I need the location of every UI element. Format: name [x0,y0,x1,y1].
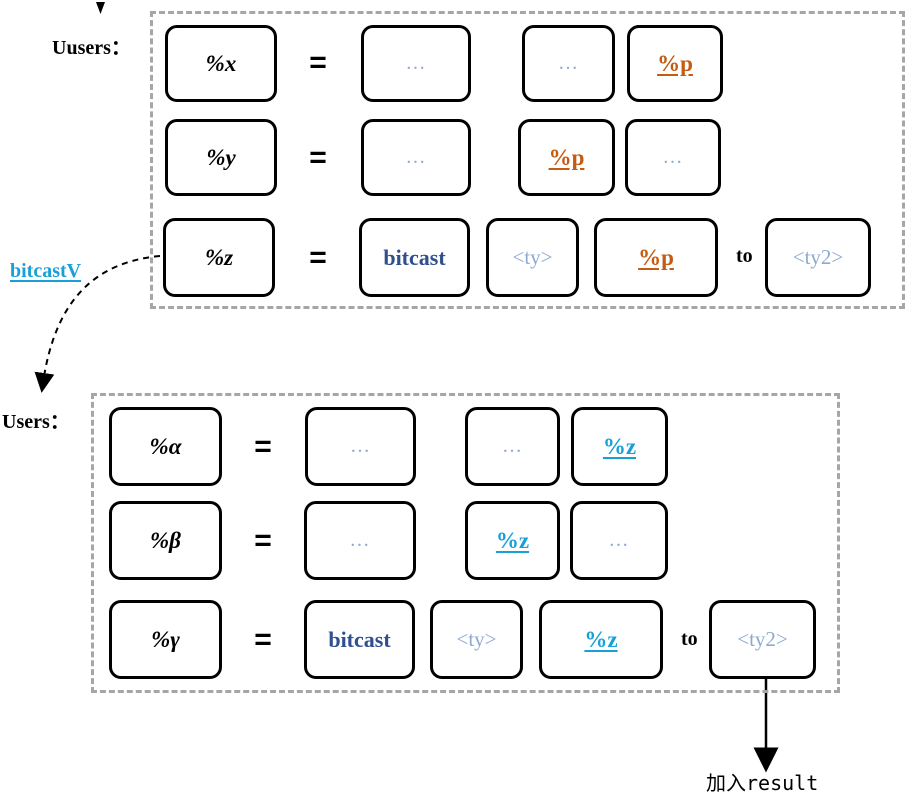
dest-type-top[interactable]: <ty2> [765,218,871,297]
ellipsis: … [608,529,630,551]
operand-x-1[interactable]: … [361,25,471,102]
instr-name-y[interactable]: %y [165,119,277,196]
operand-alpha-1[interactable]: … [305,407,416,486]
pointer-p: %p [638,244,674,270]
ellipsis: … [405,52,427,74]
operand-beta-2[interactable]: %z [465,501,560,580]
type-placeholder: <ty> [512,245,553,269]
result-note: 加入result [706,771,819,795]
var-beta: %β [150,527,181,553]
bitcast-op-top[interactable]: bitcast [359,218,470,297]
instr-name-gamma[interactable]: %γ [109,600,222,679]
pointer-p: %p [548,144,585,170]
instr-name-z[interactable]: %z [163,218,275,297]
pointer-z: %z [602,433,637,459]
var-gamma: %γ [151,626,180,652]
var-alpha: %α [149,433,182,459]
bitcast-keyword: bitcast [383,244,446,270]
top-users-label: Uusers： [52,37,131,59]
ellipsis: … [349,529,371,551]
operand-x-3[interactable]: %p [627,25,723,102]
top-arrow-icon [96,2,105,14]
var-y: %y [206,144,236,170]
type2-placeholder: <ty2> [737,627,788,651]
to-keyword-top: to [736,245,753,267]
bitcast-op-bottom[interactable]: bitcast [304,600,415,679]
dest-type-bottom[interactable]: <ty2> [709,600,816,679]
var-z: %z [204,244,234,270]
bitcast-edge-arrow [34,255,161,393]
pointer-z: %z [584,626,618,652]
equals-alpha: = [254,430,272,463]
type-placeholder: <ty> [456,627,497,651]
pointer-z: %z [495,527,530,553]
operand-y-2[interactable]: %p [518,119,615,196]
pointer-operand-bottom[interactable]: %z [539,600,663,679]
instr-name-beta[interactable]: %β [109,501,222,580]
pointer-operand-top[interactable]: %p [594,218,718,297]
bitcast-keyword: bitcast [328,626,391,652]
operand-alpha-3[interactable]: %z [571,407,668,486]
operand-beta-3[interactable]: … [570,501,668,580]
type-operand-top[interactable]: <ty> [486,218,579,297]
operand-y-3[interactable]: … [625,119,721,196]
operand-alpha-2[interactable]: … [465,407,560,486]
equals-x: = [309,46,327,79]
ellipsis: … [558,52,579,74]
bottom-users-frame [91,393,840,693]
to-keyword-bottom: to [681,628,698,650]
operand-beta-1[interactable]: … [304,501,416,580]
ellipsis: … [405,146,427,168]
instr-name-x[interactable]: %x [165,25,277,102]
instr-name-alpha[interactable]: %α [109,407,222,486]
var-x: %x [205,50,237,76]
equals-gamma: = [254,623,272,656]
ellipsis: … [502,435,523,457]
top-users-frame [150,11,905,309]
bitcast-edge-label[interactable]: bitcastV [10,260,82,282]
equals-y: = [309,141,327,174]
ellipsis: … [662,146,684,168]
type-operand-bottom[interactable]: <ty> [430,600,523,679]
equals-beta: = [254,524,272,557]
pointer-p: %p [657,50,693,76]
type2-placeholder: <ty2> [792,245,844,269]
bottom-users-label: Users： [2,411,70,433]
operand-x-2[interactable]: … [522,25,615,102]
operand-y-1[interactable]: … [361,119,471,196]
ellipsis: … [350,435,371,457]
equals-z: = [309,241,327,274]
